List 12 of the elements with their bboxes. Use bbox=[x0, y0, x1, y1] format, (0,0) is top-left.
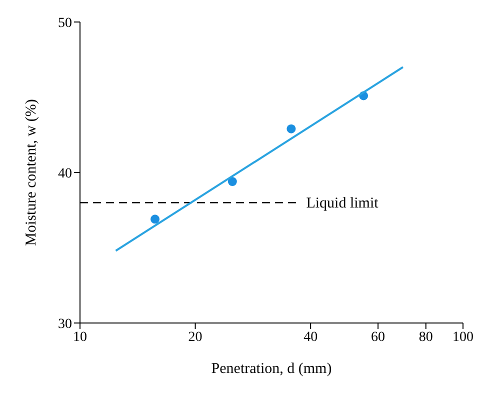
y-axis-title: Moisture content, w (%) bbox=[23, 99, 40, 246]
ref-line-label: Liquid limit bbox=[306, 196, 380, 212]
x-tick-label: 80 bbox=[418, 330, 433, 345]
x-tick-label: 10 bbox=[73, 330, 87, 345]
y-tick-label: 50 bbox=[58, 16, 72, 31]
x-tick-label: 20 bbox=[188, 330, 202, 345]
x-tick-label: 60 bbox=[371, 330, 386, 345]
x-tick-label: 100 bbox=[452, 330, 474, 345]
y-tick-label: 40 bbox=[58, 166, 72, 182]
y-tick-label: 30 bbox=[58, 316, 72, 332]
x-axis-title: Penetration, d (mm) bbox=[211, 361, 332, 377]
x-tick-label: 40 bbox=[304, 330, 318, 345]
